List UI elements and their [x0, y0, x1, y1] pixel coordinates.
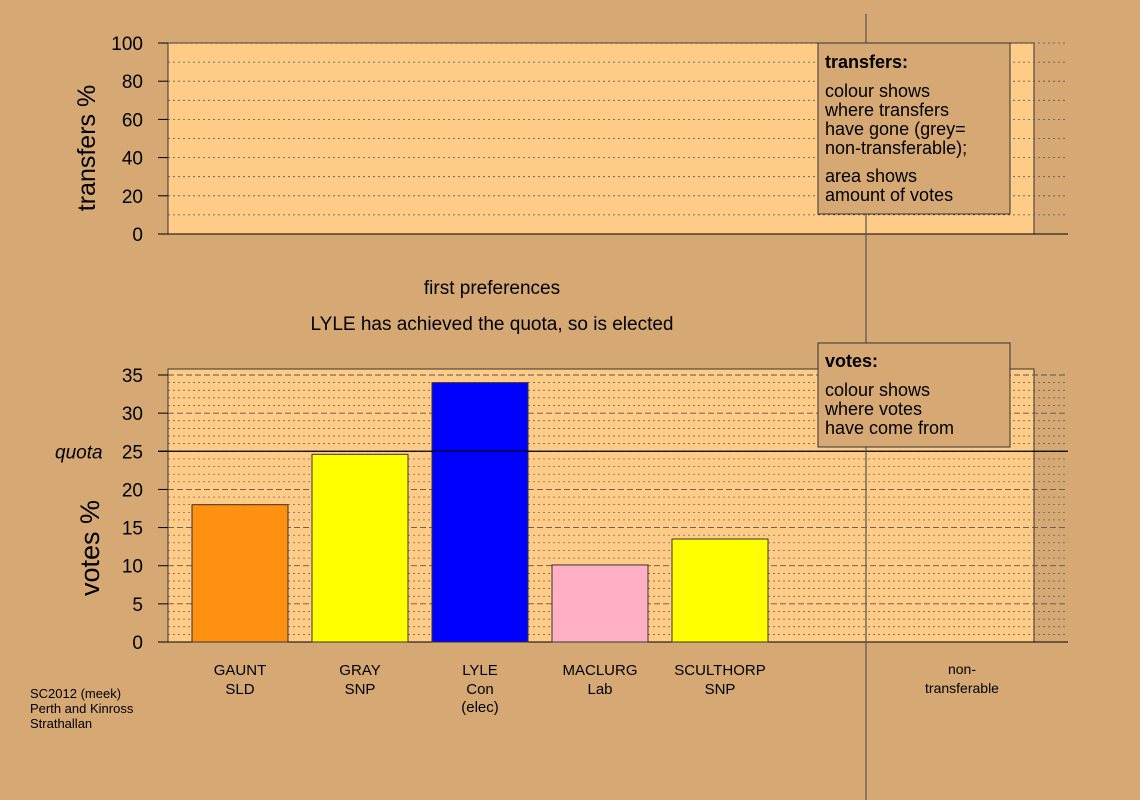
- transfers-legend-line: area shows: [825, 166, 917, 186]
- votes-legend-title: votes:: [825, 351, 878, 371]
- candidate-party: SNP: [705, 681, 736, 698]
- vote-bar-maclurg: [551, 564, 649, 643]
- votes-y-tick-label: 15: [122, 519, 143, 540]
- footer-line: SC2012 (meek): [30, 686, 121, 701]
- footer-caption: SC2012 (meek)Perth and KinrossStrathalla…: [30, 686, 134, 731]
- transfers-legend-line: where transfers: [824, 100, 949, 120]
- nontransferable-label-line: transferable: [925, 680, 999, 696]
- candidate-name: LYLE: [462, 662, 498, 679]
- quota-label: quota: [55, 442, 103, 463]
- transfers-y-tick-label: 80: [122, 72, 143, 93]
- votes-y-tick-label: 25: [122, 442, 143, 463]
- candidate-labels: GAUNT SLD GRAY SNP LYLE Con(elec) MACLURG Lab SC…: [214, 662, 766, 716]
- vote-bar-sculthorp: [671, 538, 769, 643]
- transfers-legend-title: transfers:: [825, 52, 908, 72]
- transfers-y-axis-label: transfers %: [73, 85, 101, 211]
- candidate-status: (elec): [461, 699, 499, 716]
- votes-y-ticks: 0 5 10 15 20 25 30 35: [122, 366, 168, 654]
- transfers-y-tick-label: 100: [111, 34, 143, 55]
- candidate-name: GRAY: [339, 662, 380, 679]
- votes-legend-line: colour shows: [825, 380, 930, 400]
- vote-bar-gaunt: [191, 504, 289, 643]
- candidate-name: SCULTHORP: [674, 662, 765, 679]
- candidate-party: Con: [466, 681, 494, 698]
- votes-y-axis-label: votes %: [75, 500, 105, 596]
- candidate-name: MACLURG: [562, 662, 637, 679]
- transfers-y-tick-label: 40: [122, 149, 143, 170]
- nontransferable-label-line: non-: [948, 661, 976, 677]
- transfers-legend-line: non-transferable);: [825, 138, 967, 158]
- stage-heading: first preferences: [424, 278, 560, 299]
- vote-bar-gray: [311, 453, 409, 643]
- transfers-legend-line: have gone (grey=: [825, 119, 966, 139]
- votes-legend-line: have come from: [825, 418, 954, 438]
- nontransferable-label: non-transferable: [925, 661, 999, 696]
- transfers-y-ticks: 0 20 40 60 80 100: [111, 34, 168, 246]
- votes-y-tick-label: 30: [122, 404, 143, 425]
- votes-y-tick-label: 10: [122, 557, 143, 578]
- votes-bars: [191, 382, 769, 643]
- status-heading: LYLE has achieved the quota, so is elect…: [310, 314, 673, 335]
- votes-legend-box: [817, 342, 1011, 448]
- vote-bar-lyle: [431, 382, 529, 643]
- candidate-name: GAUNT: [214, 662, 267, 679]
- votes-y-tick-label: 35: [122, 366, 143, 387]
- candidate-party: SNP: [345, 681, 376, 698]
- votes-y-tick-label: 0: [132, 633, 143, 654]
- candidate-party: SLD: [225, 681, 254, 698]
- quota-line: quota: [55, 442, 1068, 463]
- votes-y-tick-label: 20: [122, 480, 143, 501]
- candidate-party: Lab: [587, 681, 612, 698]
- transfers-legend-line: colour shows: [825, 81, 930, 101]
- transfers-y-tick-label: 60: [122, 110, 143, 131]
- votes-legend-line: where votes: [824, 399, 922, 419]
- transfers-y-tick-label: 20: [122, 187, 143, 208]
- votes-y-tick-label: 5: [132, 595, 143, 616]
- transfers-y-tick-label: 0: [132, 225, 143, 246]
- footer-line: Strathallan: [30, 716, 92, 731]
- transfers-legend-line: amount of votes: [825, 185, 953, 205]
- votes-panel: 0 5 10 15 20 25 30 35 quota votes % GAUNT SLD GRA…: [55, 366, 1068, 716]
- transfers-legend-box: [817, 42, 1011, 215]
- footer-line: Perth and Kinross: [30, 701, 134, 716]
